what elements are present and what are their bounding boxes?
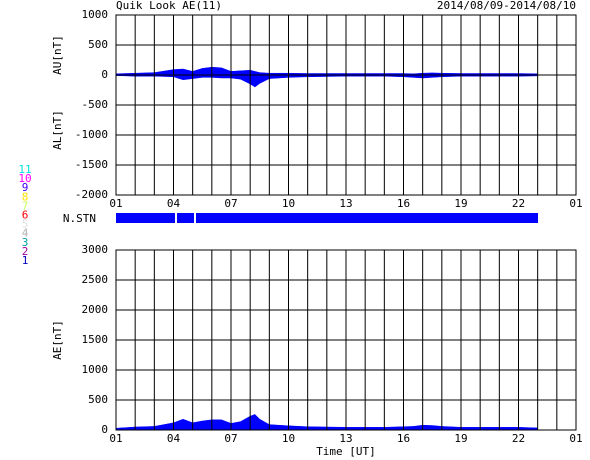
x-tick-label: 01 bbox=[109, 197, 122, 210]
y-tick-label: 500 bbox=[88, 38, 108, 51]
y-tick-label: 2000 bbox=[82, 303, 109, 316]
y-tick-label: -1000 bbox=[75, 128, 108, 141]
station-legend: 1 bbox=[22, 254, 29, 267]
station-gap bbox=[194, 213, 196, 223]
x-tick-label: 07 bbox=[224, 432, 237, 445]
area bbox=[115, 414, 538, 431]
y-tick-label: 500 bbox=[88, 393, 108, 406]
plot-frame bbox=[115, 249, 577, 431]
x-tick-label: 07 bbox=[224, 197, 237, 210]
chart-title: Quik Look AE(11) bbox=[116, 0, 222, 12]
plot-frame bbox=[115, 14, 577, 196]
x-tick-label: 01 bbox=[569, 432, 582, 445]
y-tick-label: 3000 bbox=[82, 243, 109, 256]
y-tick-label: 0 bbox=[101, 68, 108, 81]
y-tick-label: -1500 bbox=[75, 158, 108, 171]
y-tick-label: 1000 bbox=[82, 363, 109, 376]
date-range: 2014/08/09-2014/08/10 bbox=[437, 0, 576, 12]
station-bar bbox=[116, 213, 538, 223]
station-legend: 5 bbox=[22, 218, 29, 231]
station-legend: 6 bbox=[22, 209, 29, 222]
station-legend: 10 bbox=[18, 172, 31, 185]
y-tick-label: 0 bbox=[101, 423, 108, 436]
y-tick-label: 1500 bbox=[82, 333, 109, 346]
x-tick-label: 16 bbox=[397, 432, 410, 445]
x-tick-label: 22 bbox=[512, 432, 525, 445]
station-legend: 9 bbox=[22, 181, 29, 194]
x-tick-label: 04 bbox=[167, 197, 181, 210]
station-legend: 3 bbox=[22, 236, 29, 249]
area bbox=[115, 74, 538, 88]
station-gap bbox=[175, 213, 177, 223]
x-tick-label: 04 bbox=[167, 432, 181, 445]
station-legend: 2 bbox=[22, 245, 29, 258]
station-legend: 8 bbox=[22, 190, 29, 203]
x-tick-label: 10 bbox=[282, 432, 295, 445]
station-legend: 4 bbox=[22, 227, 29, 240]
y-tick-label: -2000 bbox=[75, 188, 108, 201]
station-legend: 7 bbox=[22, 199, 29, 212]
station-legend: 11 bbox=[18, 163, 31, 176]
x-tick-label: 01 bbox=[109, 432, 122, 445]
x-tick-label: 13 bbox=[339, 432, 352, 445]
y-axis-label: AE[nT] bbox=[51, 320, 64, 360]
x-tick-label: 19 bbox=[454, 432, 467, 445]
y-axis-label: AU[nT] bbox=[51, 35, 64, 75]
x-tick-label: 19 bbox=[454, 197, 467, 210]
stn-label: N.STN bbox=[63, 212, 96, 225]
y-tick-label: 1000 bbox=[82, 8, 109, 21]
x-tick-label: 10 bbox=[282, 197, 295, 210]
x-axis-label: Time [UT] bbox=[316, 445, 376, 458]
y-axis-label: AL[nT] bbox=[51, 110, 64, 150]
x-tick-label: 22 bbox=[512, 197, 525, 210]
y-tick-label: 2500 bbox=[82, 273, 109, 286]
x-tick-label: 01 bbox=[569, 197, 582, 210]
area bbox=[115, 66, 538, 76]
y-tick-label: -500 bbox=[82, 98, 109, 111]
x-tick-label: 16 bbox=[397, 197, 410, 210]
x-tick-label: 13 bbox=[339, 197, 352, 210]
